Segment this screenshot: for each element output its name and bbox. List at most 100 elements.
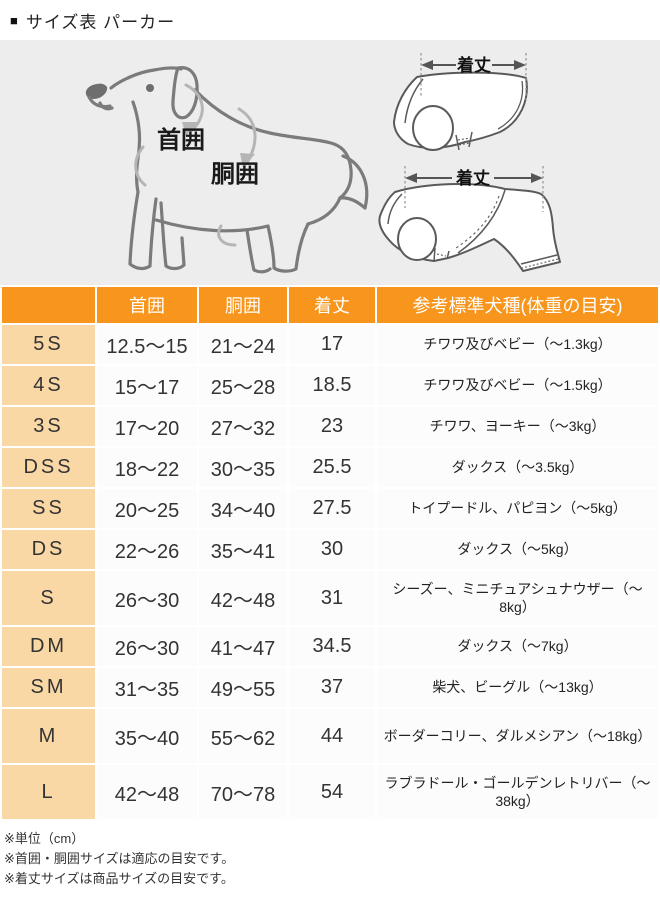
measure-marks [134,83,257,247]
length-cell: 17 [289,325,375,364]
dog-thigh [306,196,342,226]
breed-cell: 柴犬、ビーグル（〜13kg） [377,668,658,707]
arrowhead-right [514,60,526,70]
girth-cell: 30〜35 [199,448,287,487]
neck-cell: 22〜26 [97,530,197,569]
romper-length-measure: 着丈 [404,166,544,212]
length-cell: 44 [289,709,375,763]
length-cell: 27.5 [289,489,375,528]
table-row: DM 26〜30 41〜47 34.5 ダックス（〜7kg） [2,627,658,666]
dog-front-leg [128,190,158,271]
vest-leg-hole [412,105,454,151]
size-cell: SM [2,668,95,707]
arrowhead-left [405,173,417,183]
girth-cell: 34〜40 [199,489,287,528]
chest-measure-arc [134,145,147,187]
romper-length-label: 着丈 [455,168,490,188]
romper-collar-band [387,193,403,225]
neck-cell: 18〜22 [97,448,197,487]
neck-cell: 17〜20 [97,407,197,446]
dog-back [193,88,353,200]
girth-column-header: 胴囲 [199,287,287,323]
neck-cell: 42〜48 [97,765,197,819]
dog-nose [85,83,108,99]
table-header-row: 首囲 胴囲 着丈 参考標準犬種(体重の目安) [2,287,658,323]
neck-cell: 15〜17 [97,366,197,405]
length-cell: 37 [289,668,375,707]
table-row: 5S 12.5〜15 21〜24 17 チワワ及びベビー（〜1.3kg） [2,325,658,364]
size-cell: 5S [2,325,95,364]
arrowhead-left [421,60,433,70]
romper-hem-seam [457,189,506,254]
size-column-header [2,287,95,323]
belly-measure-arc [217,224,237,247]
table-row: M 35〜40 55〜62 44 ボーダーコリー、ダルメシアン（〜18kg） [2,709,658,763]
dog-mouth [98,101,114,111]
size-cell: SS [2,489,95,528]
measurement-illustration: 首囲 胴囲 着丈 着丈 [0,40,660,285]
dog-ear [171,66,199,120]
breed-cell: ダックス（〜7kg） [377,627,658,666]
page-title-bar: ■ サイズ表 パーカー [0,0,660,40]
dog-head-outline [109,66,183,90]
size-cell: S [2,571,95,625]
size-cell: 3S [2,407,95,446]
breed-cell: チワワ及びベビー（〜1.5kg） [377,366,658,405]
vest-cuff-stitch [457,137,471,146]
girth-cell: 25〜28 [199,366,287,405]
neck-column-header: 首囲 [97,287,197,323]
neck-cell: 20〜25 [97,489,197,528]
romper-leg-cuff [520,254,558,265]
table-row: 3S 17〜20 27〜32 23 チワワ、ヨーキー（〜3kg） [2,407,658,446]
vest-back-seam [497,80,524,130]
vest-collar-band [404,78,424,124]
neck-measure-arc [184,83,204,134]
dog-front-leg-far [159,201,186,271]
dog-muzzle [87,95,112,109]
table-row: SM 31〜35 49〜55 37 柴犬、ビーグル（〜13kg） [2,668,658,707]
neck-measure-arrowhead [182,122,198,136]
neck-cell: 31〜35 [97,668,197,707]
note-length-guide: ※着丈サイズは商品サイズの目安です。 [4,871,234,887]
romper-front-cuff-stitch [436,253,447,257]
vest-length-measure: 着丈 [420,53,527,100]
table-row: SS 20〜25 34〜40 27.5 トイプードル、パピヨン（〜5kg） [2,489,658,528]
breed-cell: ボーダーコリー、ダルメシアン（〜18kg） [377,709,658,763]
breed-cell: チワワ及びベビー（〜1.3kg） [377,325,658,364]
size-guide-illustration: 首囲 胴囲 着丈 着丈 [85,53,561,274]
breed-cell: ラブラドール・ゴールデンレトリバー（〜38kg） [377,765,658,819]
table-row: 4S 15〜17 25〜28 18.5 チワワ及びベビー（〜1.5kg） [2,366,658,405]
page-title: サイズ表 パーカー [25,12,176,32]
romper-hem-stitch [455,195,500,249]
girth-cell: 41〜47 [199,627,287,666]
girth-measure-arrowhead [240,153,255,168]
size-cell: DSS [2,448,95,487]
girth-cell: 27〜32 [199,407,287,446]
size-cell: 4S [2,366,95,405]
breed-cell: トイプードル、パピヨン（〜5kg） [377,489,658,528]
neck-girth-label: 首囲 [157,126,205,154]
table-row: DS 22〜26 35〜41 30 ダックス（〜5kg） [2,530,658,569]
neck-cell: 26〜30 [97,571,197,625]
girth-cell: 21〜24 [199,325,287,364]
table-row: DSS 18〜22 30〜35 25.5 ダックス（〜3.5kg） [2,448,658,487]
size-cell: DM [2,627,95,666]
neck-cell: 26〜30 [97,627,197,666]
body-girth-label: 胴囲 [211,161,259,188]
girth-cell: 70〜78 [199,765,287,819]
size-chart-table: 首囲 胴囲 着丈 参考標準犬種(体重の目安) 5S 12.5〜15 21〜24 … [0,285,660,821]
length-column-header: 着丈 [289,287,375,323]
length-cell: 23 [289,407,375,446]
table-row: L 42〜48 70〜78 54 ラブラドール・ゴールデンレトリバー（〜38kg… [2,765,658,819]
girth-cell: 49〜55 [199,668,287,707]
dog-belly [154,218,270,233]
length-cell: 34.5 [289,627,375,666]
breed-cell: シーズー、ミニチュアシュナウザー（〜8kg） [377,571,658,625]
romper-leg-hole [397,217,437,261]
dog-hind-leg-far [245,228,272,274]
arrowhead-right [531,173,543,183]
girth-cell: 35〜41 [199,530,287,569]
breed-cell: ダックス（〜3.5kg） [377,448,658,487]
length-cell: 54 [289,765,375,819]
garment-vest-diagram [393,71,528,151]
